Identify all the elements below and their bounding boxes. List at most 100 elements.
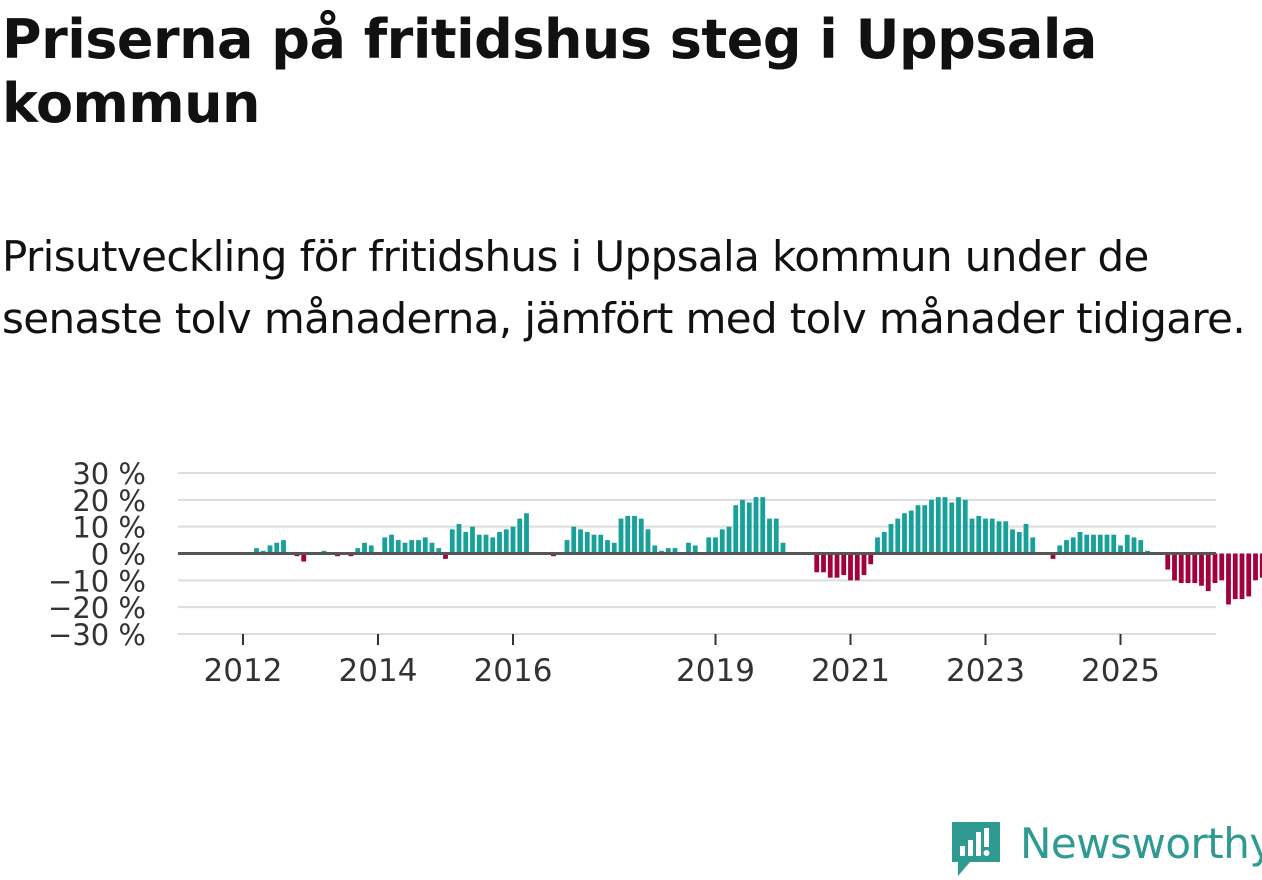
bar — [632, 515, 637, 554]
bar — [1023, 523, 1029, 554]
bar — [935, 497, 941, 554]
bar — [726, 526, 732, 554]
bar — [706, 537, 712, 554]
bar — [517, 518, 523, 554]
bar — [989, 518, 995, 554]
bar — [1118, 545, 1123, 554]
bar — [524, 513, 529, 554]
newsworthy-logo[interactable]: Newsworthy — [950, 818, 1262, 880]
y-tick-label: 30 % — [72, 457, 146, 491]
bar — [652, 545, 658, 554]
bar — [996, 521, 1002, 554]
bar — [416, 540, 421, 554]
bar — [861, 553, 867, 575]
bar — [760, 497, 766, 554]
bar — [638, 518, 644, 554]
bar — [497, 532, 502, 554]
bar — [1030, 537, 1036, 554]
y-tick-label: 10 % — [72, 511, 146, 545]
bar — [942, 497, 948, 554]
bar — [429, 542, 435, 554]
bar — [1131, 537, 1137, 554]
bar — [1111, 534, 1117, 554]
y-tick-label: −30 % — [48, 618, 146, 652]
bar — [463, 532, 469, 554]
bar — [868, 553, 874, 565]
bar — [395, 540, 401, 554]
bar — [976, 515, 982, 554]
bar — [1016, 532, 1022, 554]
bar — [449, 529, 455, 554]
bar — [969, 518, 975, 554]
bar — [827, 553, 833, 578]
bar — [1003, 521, 1009, 554]
bar — [584, 532, 590, 554]
logo-icon — [952, 822, 1000, 876]
chart-title: Priserna på fritidshus steg i Uppsala ko… — [2, 8, 1097, 135]
bar — [1239, 553, 1245, 600]
bar — [1084, 534, 1090, 554]
x-tick-label: 2012 — [204, 653, 283, 689]
bar — [929, 499, 934, 554]
bar — [888, 523, 894, 554]
bar — [456, 523, 462, 554]
bar — [854, 553, 860, 581]
bar — [1246, 553, 1252, 597]
bar — [875, 537, 880, 554]
bars — [254, 497, 1262, 605]
bar — [1226, 553, 1231, 605]
x-tick-label: 2016 — [474, 653, 553, 689]
bar — [618, 518, 624, 554]
bar — [1253, 553, 1258, 581]
bar — [956, 497, 961, 554]
axes: 30 %20 %10 %0 %−10 %−20 %−30 % 2012 2014 20… — [48, 457, 1160, 689]
bar — [834, 553, 840, 578]
bar — [1259, 553, 1262, 578]
bar — [672, 548, 678, 554]
y-tick-label: −10 % — [48, 564, 146, 598]
x-tick-label: 2023 — [946, 653, 1025, 689]
x-tick-label: 2014 — [339, 653, 418, 689]
bar — [780, 542, 786, 554]
bar — [578, 529, 583, 554]
bar — [908, 510, 914, 554]
bar — [254, 548, 259, 554]
bar — [733, 505, 739, 554]
bar — [605, 540, 610, 554]
bar — [692, 545, 698, 554]
bar — [962, 499, 968, 554]
bar — [267, 545, 273, 554]
bar — [719, 529, 725, 554]
bar — [1010, 529, 1015, 554]
bar — [1104, 534, 1110, 554]
bar — [753, 497, 759, 554]
bar — [1070, 537, 1076, 554]
bar — [470, 526, 475, 554]
bar — [1212, 553, 1218, 584]
y-tick-label: 0 % — [91, 538, 146, 572]
bar — [564, 540, 570, 554]
x-tick-label: 2019 — [676, 653, 755, 689]
bar — [598, 534, 604, 554]
bar — [476, 534, 482, 554]
bar — [1205, 553, 1211, 592]
gridlines — [178, 472, 1216, 635]
chart-subtitle: Prisutveckling för fritidshus i Uppsala … — [2, 232, 1246, 343]
bar — [686, 542, 691, 554]
bar — [1219, 553, 1225, 581]
bar — [841, 553, 847, 575]
bar — [503, 529, 509, 554]
bar — [281, 540, 286, 554]
bar — [713, 537, 718, 554]
bar — [922, 505, 928, 554]
bar — [382, 537, 388, 554]
bar — [1165, 553, 1171, 570]
bar — [1232, 553, 1238, 600]
bar — [362, 542, 367, 554]
bar — [1172, 553, 1177, 581]
bar — [625, 515, 631, 554]
x-tick-label: 2025 — [1081, 653, 1160, 689]
bar — [409, 540, 415, 554]
bar — [274, 542, 280, 554]
bar — [1178, 553, 1184, 584]
